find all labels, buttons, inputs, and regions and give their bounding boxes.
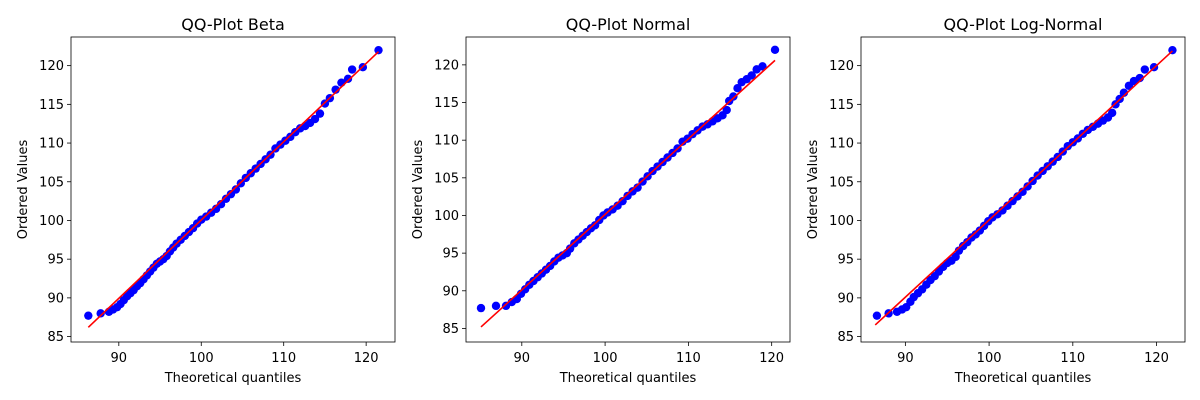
data-point <box>343 74 353 84</box>
x-tick-label: 100 <box>977 351 1002 366</box>
data-point <box>374 45 383 55</box>
chart-title: QQ-Plot Log-Normal <box>944 15 1103 34</box>
y-tick-label: 100 <box>39 214 64 229</box>
y-tick-label: 90 <box>47 291 64 306</box>
chart-panel-1: QQ-Plot Beta Theoretical quantiles Ordered… <box>16 15 396 386</box>
data-point <box>872 311 882 320</box>
data-point <box>476 303 486 313</box>
x-tick-label: 110 <box>271 351 296 366</box>
data-point <box>491 301 501 311</box>
data-point <box>618 196 627 206</box>
data-point <box>216 200 226 209</box>
data-point <box>347 65 357 74</box>
x-tick-label: 90 <box>897 351 914 366</box>
y-tick-label: 95 <box>442 247 459 262</box>
x-tick-label: 100 <box>189 351 214 366</box>
y-tick-label: 110 <box>39 137 64 152</box>
x-tick-label: 100 <box>593 351 618 366</box>
chart-panel-3: QQ-Plot Log-Normal Theoretical quantiles O… <box>806 15 1186 386</box>
data-point <box>1018 187 1027 197</box>
reference-line <box>874 50 1173 326</box>
y-tick-label: 115 <box>39 98 64 113</box>
data-point <box>951 252 960 262</box>
y-tick-label: 115 <box>434 96 459 111</box>
x-tick-label: 110 <box>676 351 701 366</box>
y-tick-label: 90 <box>442 284 459 299</box>
x-tick-label: 120 <box>759 351 784 366</box>
x-tick-label: 120 <box>354 351 379 366</box>
reference-line <box>87 51 380 328</box>
x-tick-label: 120 <box>1144 351 1169 366</box>
chart-title: QQ-Plot Beta <box>181 15 285 34</box>
data-point <box>310 114 320 124</box>
data-point <box>96 309 105 318</box>
data-point <box>770 45 780 55</box>
x-tick-label: 90 <box>514 351 531 366</box>
data-point <box>747 71 756 80</box>
y-tick-label: 120 <box>434 58 459 73</box>
y-tick-label: 85 <box>442 322 459 337</box>
y-tick-label: 105 <box>829 175 854 190</box>
data-point <box>633 183 642 192</box>
x-tick-label: 90 <box>111 351 128 366</box>
data-point <box>331 85 340 94</box>
data-point <box>84 311 93 320</box>
data-point <box>231 185 241 194</box>
y-tick-label: 85 <box>837 330 854 345</box>
y-axis-label: Ordered Values <box>411 140 426 240</box>
data-point <box>315 109 325 118</box>
y-tick-label: 110 <box>434 134 459 149</box>
y-tick-label: 100 <box>829 214 854 229</box>
axes-frame <box>70 36 396 343</box>
data-point <box>729 92 738 101</box>
data-point <box>733 84 742 93</box>
chart-panel-2: QQ-Plot Normal Theoretical quantiles Order… <box>411 15 791 386</box>
axes-frame <box>465 36 791 343</box>
y-tick-label: 120 <box>829 59 854 74</box>
x-axis-label: Theoretical quantiles <box>954 371 1092 386</box>
x-axis-label: Theoretical quantiles <box>164 371 302 386</box>
y-tick-label: 90 <box>837 291 854 306</box>
y-tick-label: 95 <box>837 253 854 268</box>
chart-title: QQ-Plot Normal <box>566 15 691 34</box>
data-point <box>1140 65 1150 74</box>
data-point <box>758 62 767 71</box>
data-point <box>1107 108 1117 118</box>
y-axis-label: Ordered Values <box>806 140 821 240</box>
y-tick-label: 115 <box>829 98 854 113</box>
y-tick-label: 100 <box>434 209 459 224</box>
reference-line <box>480 59 776 328</box>
y-tick-label: 105 <box>39 175 64 190</box>
y-tick-label: 110 <box>829 137 854 152</box>
x-tick-label: 110 <box>1060 351 1085 366</box>
data-point <box>722 105 731 115</box>
y-tick-label: 120 <box>39 59 64 74</box>
y-axis-label: Ordered Values <box>16 140 31 240</box>
axes-frame <box>860 36 1186 343</box>
y-tick-label: 85 <box>47 330 64 345</box>
data-point <box>1023 182 1032 191</box>
x-axis-label: Theoretical quantiles <box>559 371 697 386</box>
y-tick-label: 95 <box>47 253 64 268</box>
y-tick-label: 105 <box>434 171 459 186</box>
